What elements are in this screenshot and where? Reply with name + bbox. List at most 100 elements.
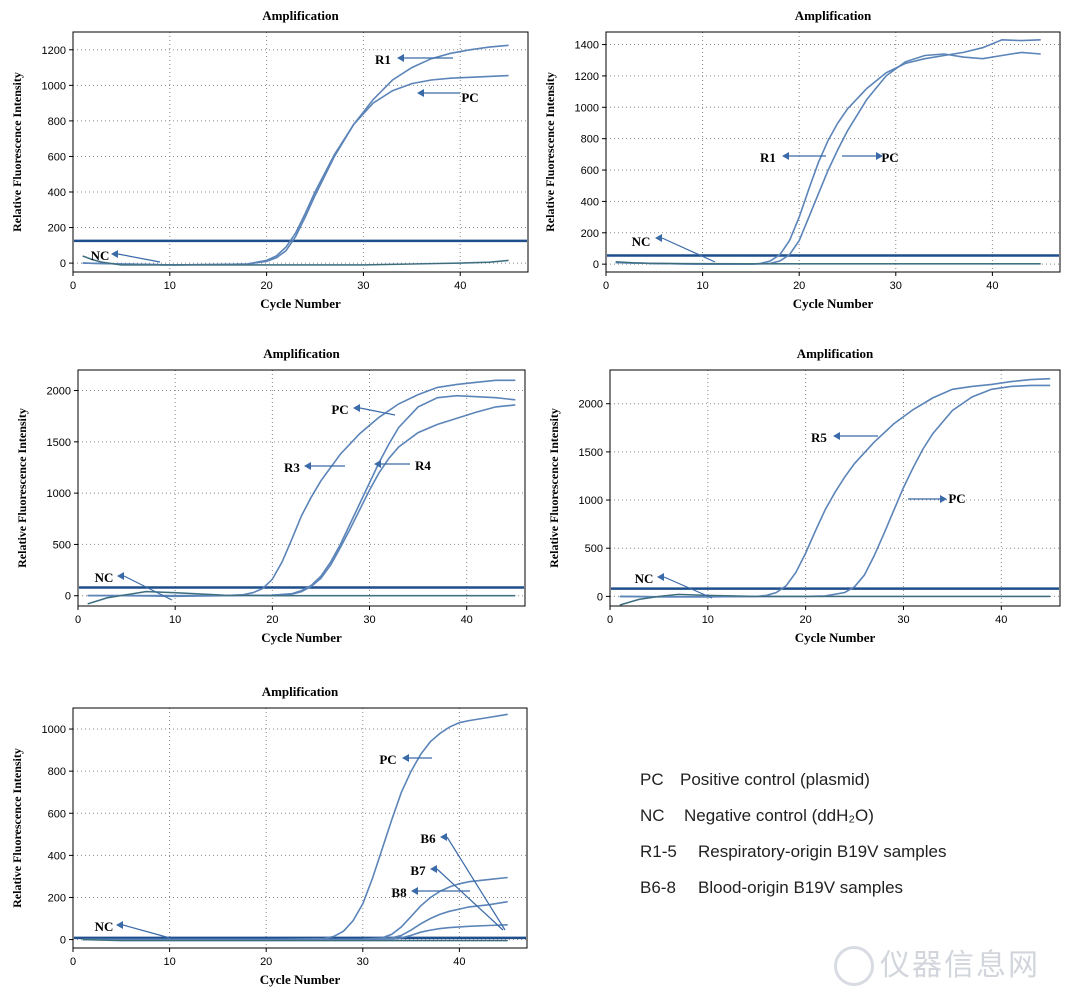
y-tick-label: 1000 bbox=[579, 495, 603, 507]
annotation-label: PC bbox=[379, 752, 396, 767]
x-tick-label: 0 bbox=[75, 614, 81, 626]
annotation-arrowhead bbox=[940, 495, 947, 503]
annotation-label: PC bbox=[331, 402, 348, 417]
y-tick-label: 1400 bbox=[575, 40, 599, 52]
legend-description: Positive control (plasmid) bbox=[680, 770, 870, 789]
annotation-arrowhead bbox=[833, 432, 840, 440]
y-axis-label: Relative Fluorescence Intensity bbox=[10, 748, 24, 908]
amplification-chart-r2: 0 10 20 30 400200400600800100012001400Amplif… bbox=[543, 8, 1061, 311]
annotation-label: NC bbox=[632, 234, 651, 249]
annotation-arrowhead bbox=[374, 460, 381, 468]
series-line-nc-trace bbox=[615, 261, 1041, 265]
chart-title: Amplification bbox=[263, 346, 340, 361]
y-tick-label: 500 bbox=[53, 539, 71, 551]
x-axis-label: Cycle Number bbox=[795, 630, 876, 645]
y-tick-label: 2000 bbox=[579, 399, 603, 411]
legend-item-nc: NC Negative control (ddH₂O) bbox=[640, 806, 874, 826]
series-line-b7 bbox=[82, 900, 508, 941]
annotation-arrowhead bbox=[782, 152, 789, 160]
series-line-b6 bbox=[82, 876, 508, 941]
y-tick-label: 500 bbox=[585, 543, 603, 555]
annotation-label: PC bbox=[461, 90, 478, 105]
y-tick-label: 1000 bbox=[47, 488, 71, 500]
y-tick-label: 1000 bbox=[575, 102, 599, 114]
x-tick-label: 20 bbox=[260, 956, 272, 968]
plot-frame bbox=[77, 369, 526, 607]
annotation-arrowhead bbox=[117, 572, 124, 580]
plot-frame bbox=[72, 31, 529, 273]
legend-item-pc: PC Positive control (plasmid) bbox=[640, 770, 870, 790]
x-tick-label: 40 bbox=[995, 614, 1007, 626]
annotation-arrowhead bbox=[655, 234, 662, 242]
annotation-arrowhead bbox=[440, 833, 447, 841]
series-line-nc-trace bbox=[82, 939, 508, 942]
x-tick-label: 40 bbox=[461, 614, 473, 626]
x-tick-label: 30 bbox=[363, 614, 375, 626]
chart-title: Amplification bbox=[262, 684, 339, 699]
annotation-label: R4 bbox=[415, 458, 431, 473]
amplification-chart-r1: 0 10 20 30 40020040060080010001200Amplificat… bbox=[10, 8, 529, 311]
chart-title: Amplification bbox=[795, 8, 872, 23]
plot-frame bbox=[609, 369, 1061, 607]
y-tick-label: 200 bbox=[581, 228, 599, 240]
y-tick-label: 0 bbox=[597, 591, 603, 603]
annotation-arrow-line bbox=[446, 836, 506, 931]
plot-frame bbox=[605, 31, 1061, 273]
x-tick-label: 10 bbox=[696, 280, 708, 292]
y-tick-label: 1200 bbox=[575, 71, 599, 83]
y-tick-label: 800 bbox=[48, 116, 66, 128]
series-line-pc bbox=[87, 379, 516, 598]
x-tick-label: 30 bbox=[357, 956, 369, 968]
chart-title: Amplification bbox=[262, 8, 339, 23]
y-tick-label: 200 bbox=[48, 892, 66, 904]
y-tick-label: 600 bbox=[48, 808, 66, 820]
annotation-arrowhead bbox=[111, 250, 118, 258]
annotation-arrowhead bbox=[417, 89, 424, 97]
annotation-arrow-line bbox=[359, 407, 396, 416]
y-tick-label: 1000 bbox=[42, 724, 66, 736]
annotation-arrowhead bbox=[353, 404, 360, 412]
series-line-pc bbox=[82, 713, 508, 941]
series-line-r3 bbox=[87, 394, 516, 597]
annotation-label: NC bbox=[95, 919, 114, 934]
annotation-label: R5 bbox=[811, 430, 827, 445]
y-axis-label: Relative Fluorescence Intensity bbox=[547, 408, 561, 568]
legend-code: B6-8 bbox=[640, 878, 676, 897]
y-tick-label: 1500 bbox=[47, 437, 71, 449]
y-tick-label: 0 bbox=[65, 591, 71, 603]
series-line-nc-trace bbox=[87, 591, 516, 605]
x-axis-label: Cycle Number bbox=[793, 296, 874, 311]
annotation-label: NC bbox=[635, 571, 654, 586]
y-tick-label: 0 bbox=[593, 259, 599, 271]
x-tick-label: 30 bbox=[897, 614, 909, 626]
y-axis-label: Relative Fluorescence Intensity bbox=[543, 72, 557, 232]
annotation-arrowhead bbox=[402, 754, 409, 762]
series-line-pc bbox=[615, 51, 1041, 266]
x-tick-label: 30 bbox=[890, 280, 902, 292]
x-tick-label: 10 bbox=[164, 280, 176, 292]
y-tick-label: 1500 bbox=[579, 447, 603, 459]
x-tick-label: 20 bbox=[800, 614, 812, 626]
amplification-chart-r3-r4: 0 10 20 30 40 0 500 1000 1500 2000 Amplification Cy… bbox=[15, 346, 526, 645]
series-line-b8 bbox=[82, 924, 508, 941]
annotation-arrow-line bbox=[117, 253, 161, 263]
x-axis-label: Cycle Number bbox=[261, 630, 342, 645]
series-line-nc bbox=[87, 590, 516, 605]
y-tick-label: 800 bbox=[48, 766, 66, 778]
annotation-arrowhead bbox=[657, 573, 664, 581]
x-tick-label: 20 bbox=[793, 280, 805, 292]
y-tick-label: 600 bbox=[48, 151, 66, 163]
x-tick-label: 0 bbox=[70, 280, 76, 292]
series-line-r1 bbox=[615, 38, 1041, 266]
y-tick-label: 0 bbox=[60, 935, 66, 947]
x-tick-label: 0 bbox=[70, 956, 76, 968]
annotation-label: R3 bbox=[284, 460, 300, 475]
annotation-label: PC bbox=[948, 491, 965, 506]
annotation-arrow-line bbox=[663, 576, 713, 599]
chart-title: Amplification bbox=[797, 346, 874, 361]
legend-code: PC bbox=[640, 770, 664, 789]
x-axis-label: Cycle Number bbox=[260, 296, 341, 311]
legend-code: R1-5 bbox=[640, 842, 677, 861]
annotation-arrowhead bbox=[876, 152, 883, 160]
y-tick-label: 0 bbox=[60, 258, 66, 270]
